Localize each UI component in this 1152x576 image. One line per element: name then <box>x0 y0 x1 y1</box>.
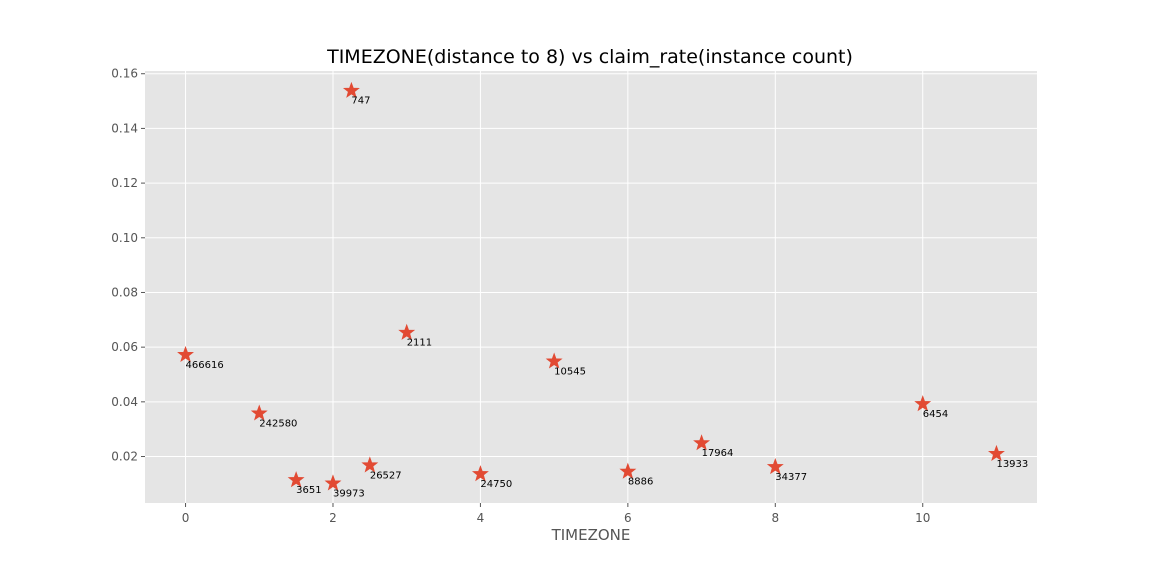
point-label: 24750 <box>480 479 512 490</box>
star-marker <box>342 81 360 98</box>
data-points <box>177 81 1005 491</box>
y-tick-label: 0.06 <box>111 340 138 354</box>
point-label: 10545 <box>554 366 586 377</box>
point-annotations: 466616 242580 3651 39973 747 26527 2111 24750 10… <box>186 96 1029 500</box>
x-tick-label: 2 <box>329 511 337 525</box>
x-tick-label: 4 <box>477 511 485 525</box>
point-label: 2111 <box>407 338 432 349</box>
y-tick-label: 0.16 <box>111 67 138 81</box>
star-marker <box>545 352 563 369</box>
star-marker <box>287 471 305 488</box>
y-tick-label: 0.14 <box>111 121 138 135</box>
star-marker <box>988 444 1005 461</box>
star-marker <box>914 395 932 412</box>
point-label: 17964 <box>702 448 734 459</box>
point-label: 39973 <box>333 488 365 499</box>
grid-lines <box>145 71 1037 503</box>
point-label: 26527 <box>370 470 402 481</box>
point-label: 13933 <box>996 459 1028 470</box>
star-marker <box>471 465 489 482</box>
point-label: 242580 <box>259 418 297 429</box>
chart-title: TIMEZONE(distance to 8) vs claim_rate(in… <box>326 46 853 68</box>
y-tick-label: 0.10 <box>111 231 138 245</box>
x-tick-label: 8 <box>771 511 779 525</box>
y-tick-label: 0.08 <box>111 285 138 299</box>
y-tick-label: 0.02 <box>111 450 138 464</box>
point-label: 34377 <box>775 472 807 483</box>
x-axis-ticks: 0 2 4 6 8 10 <box>182 503 930 525</box>
star-marker <box>177 345 194 362</box>
point-label: 466616 <box>186 360 224 371</box>
point-label: 3651 <box>296 485 321 496</box>
star-marker <box>398 323 416 340</box>
x-tick-label: 6 <box>624 511 632 525</box>
star-marker <box>766 458 784 475</box>
point-label: 8886 <box>628 477 653 488</box>
point-label: 747 <box>351 96 370 107</box>
x-tick-label: 10 <box>915 511 930 525</box>
star-marker <box>619 462 637 479</box>
y-tick-label: 0.12 <box>111 176 138 190</box>
star-marker <box>324 474 342 491</box>
x-axis-label: TIMEZONE <box>551 526 631 544</box>
star-marker <box>250 404 268 421</box>
x-tick-label: 0 <box>182 511 190 525</box>
star-marker <box>361 456 379 473</box>
point-label: 6454 <box>923 409 948 420</box>
plot-area <box>145 71 1037 503</box>
y-axis-ticks: 0.02 0.04 0.06 0.08 0.10 0.12 0.14 0.16 <box>111 67 145 464</box>
y-tick-label: 0.04 <box>111 395 138 409</box>
star-marker <box>693 434 711 451</box>
